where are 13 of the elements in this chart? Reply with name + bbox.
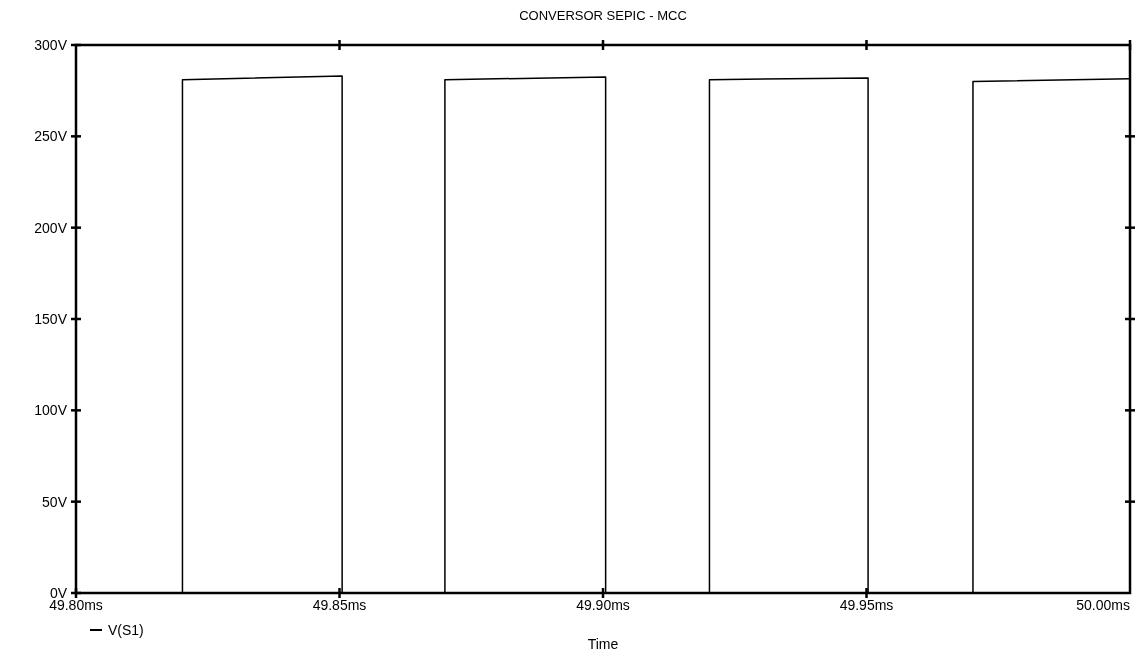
y-tick-label: 250V — [34, 128, 68, 145]
y-tick-label: 300V — [34, 37, 68, 53]
y-tick-label: 200V — [34, 219, 68, 236]
legend-label: V(S1) — [108, 622, 144, 638]
y-tick-label: 50V — [42, 493, 68, 510]
x-tick-label: 49.90ms — [576, 597, 630, 613]
chart-title: CONVERSOR SEPIC - MCC — [519, 8, 687, 23]
y-tick-label: 150V — [34, 311, 68, 327]
x-tick-label: 49.85ms — [312, 597, 367, 613]
x-axis-title: Time — [587, 636, 619, 652]
x-tick-label: 50.00ms — [1076, 597, 1130, 613]
x-tick-label: 49.95ms — [839, 597, 894, 613]
y-tick-label: 100V — [34, 402, 68, 419]
